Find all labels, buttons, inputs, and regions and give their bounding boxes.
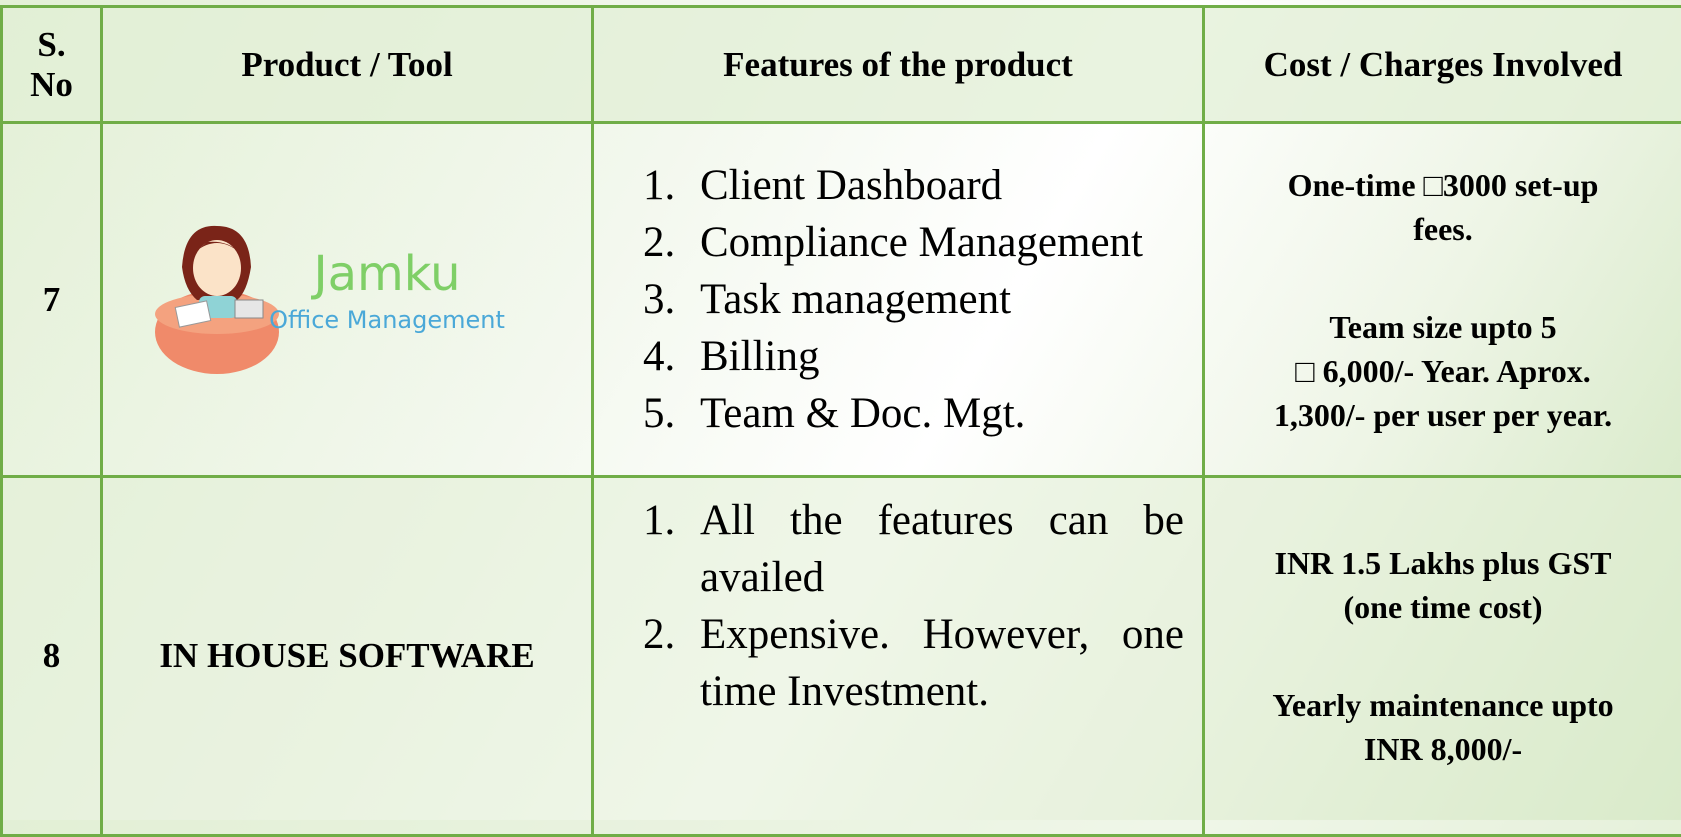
feature: Team & Doc. Mgt. (686, 385, 1184, 442)
logo-laptop (235, 300, 263, 318)
logo-title: Jamku (310, 246, 460, 302)
comparison-table: S. No Product / Tool Features of the pro… (0, 5, 1681, 837)
jamku-logo: Jamku Office Management (147, 212, 547, 382)
features-list: All the features can be availed Expensiv… (594, 492, 1202, 720)
header-row: S. No Product / Tool Features of the pro… (2, 7, 1681, 123)
cost-line: Yearly maintenance upto (1205, 683, 1681, 727)
features-cell: All the features can be availed Expensiv… (593, 477, 1204, 836)
row: 7 Jamku Office Management Client Dashboa… (2, 123, 1681, 477)
cost-cell: INR 1.5 Lakhs plus GST (one time cost) Y… (1204, 477, 1681, 836)
serial-number: 8 (2, 477, 102, 836)
header-cell: Features of the product (593, 7, 1204, 123)
serial-number: 7 (2, 123, 102, 477)
features-list: Client Dashboard Compliance Management T… (594, 157, 1202, 442)
cost-cell: One-time □3000 set-up fees. Team size up… (1204, 123, 1681, 477)
cost-line: 1,300/- per user per year. (1205, 393, 1681, 437)
header-cell: Product / Tool (102, 7, 593, 123)
product-name: IN HOUSE SOFTWARE (102, 477, 593, 836)
header-cell: S. No (2, 7, 102, 123)
feature: Compliance Management (686, 214, 1184, 271)
row: 8 IN HOUSE SOFTWARE All the features can… (2, 477, 1681, 836)
cost-line: (one time cost) (1205, 585, 1681, 629)
header-cell: Cost / Charges Involved (1204, 7, 1681, 123)
cost-line: □ 6,000/- Year. Aprox. (1205, 349, 1681, 393)
cost-line: INR 1.5 Lakhs plus GST (1205, 541, 1681, 585)
feature: Billing (686, 328, 1184, 385)
feature: Expensive. However, one time Investment. (686, 606, 1184, 720)
feature: Client Dashboard (686, 157, 1184, 214)
cost-line: INR 8,000/- (1205, 727, 1681, 771)
page: S. No Product / Tool Features of the pro… (0, 0, 1681, 820)
cost-line: fees. (1205, 207, 1681, 251)
cost-line: Team size upto 5 (1205, 305, 1681, 349)
feature: Task management (686, 271, 1184, 328)
cost-line: One-time □3000 set-up (1205, 163, 1681, 207)
product-cell: Jamku Office Management (102, 123, 593, 477)
feature: All the features can be availed (686, 492, 1184, 606)
features-cell: Client Dashboard Compliance Management T… (593, 123, 1204, 477)
logo-subtitle: Office Management (269, 306, 505, 334)
logo-face (193, 240, 241, 296)
